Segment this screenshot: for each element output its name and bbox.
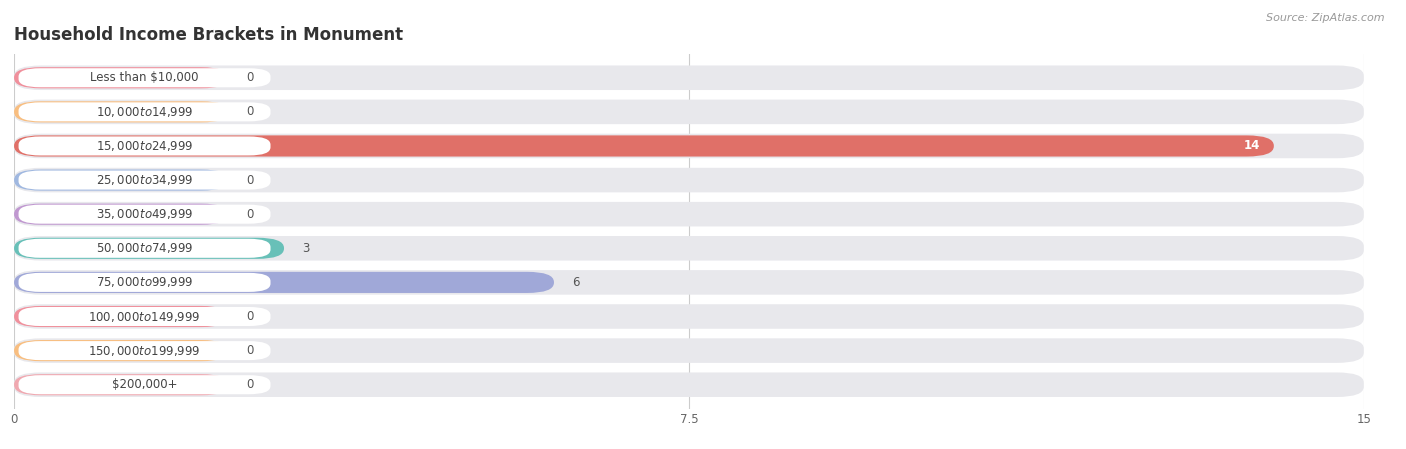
FancyBboxPatch shape xyxy=(14,202,1364,226)
Text: Household Income Brackets in Monument: Household Income Brackets in Monument xyxy=(14,26,404,44)
Text: 0: 0 xyxy=(246,71,253,84)
FancyBboxPatch shape xyxy=(14,134,1364,158)
Text: $50,000 to $74,999: $50,000 to $74,999 xyxy=(96,241,193,255)
FancyBboxPatch shape xyxy=(18,341,270,360)
FancyBboxPatch shape xyxy=(14,100,1364,124)
FancyBboxPatch shape xyxy=(14,339,1364,363)
Text: 0: 0 xyxy=(246,174,253,187)
FancyBboxPatch shape xyxy=(14,101,228,123)
Text: Less than $10,000: Less than $10,000 xyxy=(90,71,198,84)
FancyBboxPatch shape xyxy=(14,170,228,191)
Text: 0: 0 xyxy=(246,310,253,323)
FancyBboxPatch shape xyxy=(18,375,270,394)
FancyBboxPatch shape xyxy=(14,340,228,361)
Text: Source: ZipAtlas.com: Source: ZipAtlas.com xyxy=(1267,13,1385,23)
FancyBboxPatch shape xyxy=(14,168,1364,192)
Text: 14: 14 xyxy=(1244,140,1260,153)
FancyBboxPatch shape xyxy=(14,306,228,327)
Text: 0: 0 xyxy=(246,378,253,391)
FancyBboxPatch shape xyxy=(14,238,284,259)
Text: 6: 6 xyxy=(572,276,579,289)
FancyBboxPatch shape xyxy=(14,374,228,395)
FancyBboxPatch shape xyxy=(14,270,1364,295)
FancyBboxPatch shape xyxy=(14,203,228,225)
Text: $15,000 to $24,999: $15,000 to $24,999 xyxy=(96,139,193,153)
Text: 0: 0 xyxy=(246,106,253,119)
FancyBboxPatch shape xyxy=(18,102,270,121)
Text: $150,000 to $199,999: $150,000 to $199,999 xyxy=(89,343,201,357)
Text: 3: 3 xyxy=(302,242,309,255)
Text: $10,000 to $14,999: $10,000 to $14,999 xyxy=(96,105,193,119)
Text: 0: 0 xyxy=(246,208,253,220)
FancyBboxPatch shape xyxy=(14,67,228,88)
Text: $200,000+: $200,000+ xyxy=(112,378,177,391)
Text: $25,000 to $34,999: $25,000 to $34,999 xyxy=(96,173,193,187)
FancyBboxPatch shape xyxy=(18,171,270,189)
FancyBboxPatch shape xyxy=(14,272,554,293)
Text: 0: 0 xyxy=(246,344,253,357)
Text: $75,000 to $99,999: $75,000 to $99,999 xyxy=(96,275,193,290)
FancyBboxPatch shape xyxy=(18,307,270,326)
FancyBboxPatch shape xyxy=(18,239,270,258)
FancyBboxPatch shape xyxy=(14,136,1274,157)
Text: $35,000 to $49,999: $35,000 to $49,999 xyxy=(96,207,193,221)
FancyBboxPatch shape xyxy=(14,372,1364,397)
FancyBboxPatch shape xyxy=(14,66,1364,90)
FancyBboxPatch shape xyxy=(14,304,1364,329)
FancyBboxPatch shape xyxy=(18,205,270,224)
FancyBboxPatch shape xyxy=(18,68,270,87)
FancyBboxPatch shape xyxy=(14,236,1364,260)
Text: $100,000 to $149,999: $100,000 to $149,999 xyxy=(89,309,201,323)
FancyBboxPatch shape xyxy=(18,273,270,292)
FancyBboxPatch shape xyxy=(18,136,270,155)
